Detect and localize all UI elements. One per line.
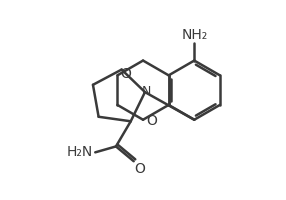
Text: O: O bbox=[135, 162, 146, 176]
Text: NH₂: NH₂ bbox=[181, 28, 207, 42]
Text: H₂N: H₂N bbox=[67, 145, 93, 159]
Text: O: O bbox=[120, 67, 131, 81]
Text: O: O bbox=[146, 114, 157, 128]
Text: N: N bbox=[141, 85, 151, 98]
